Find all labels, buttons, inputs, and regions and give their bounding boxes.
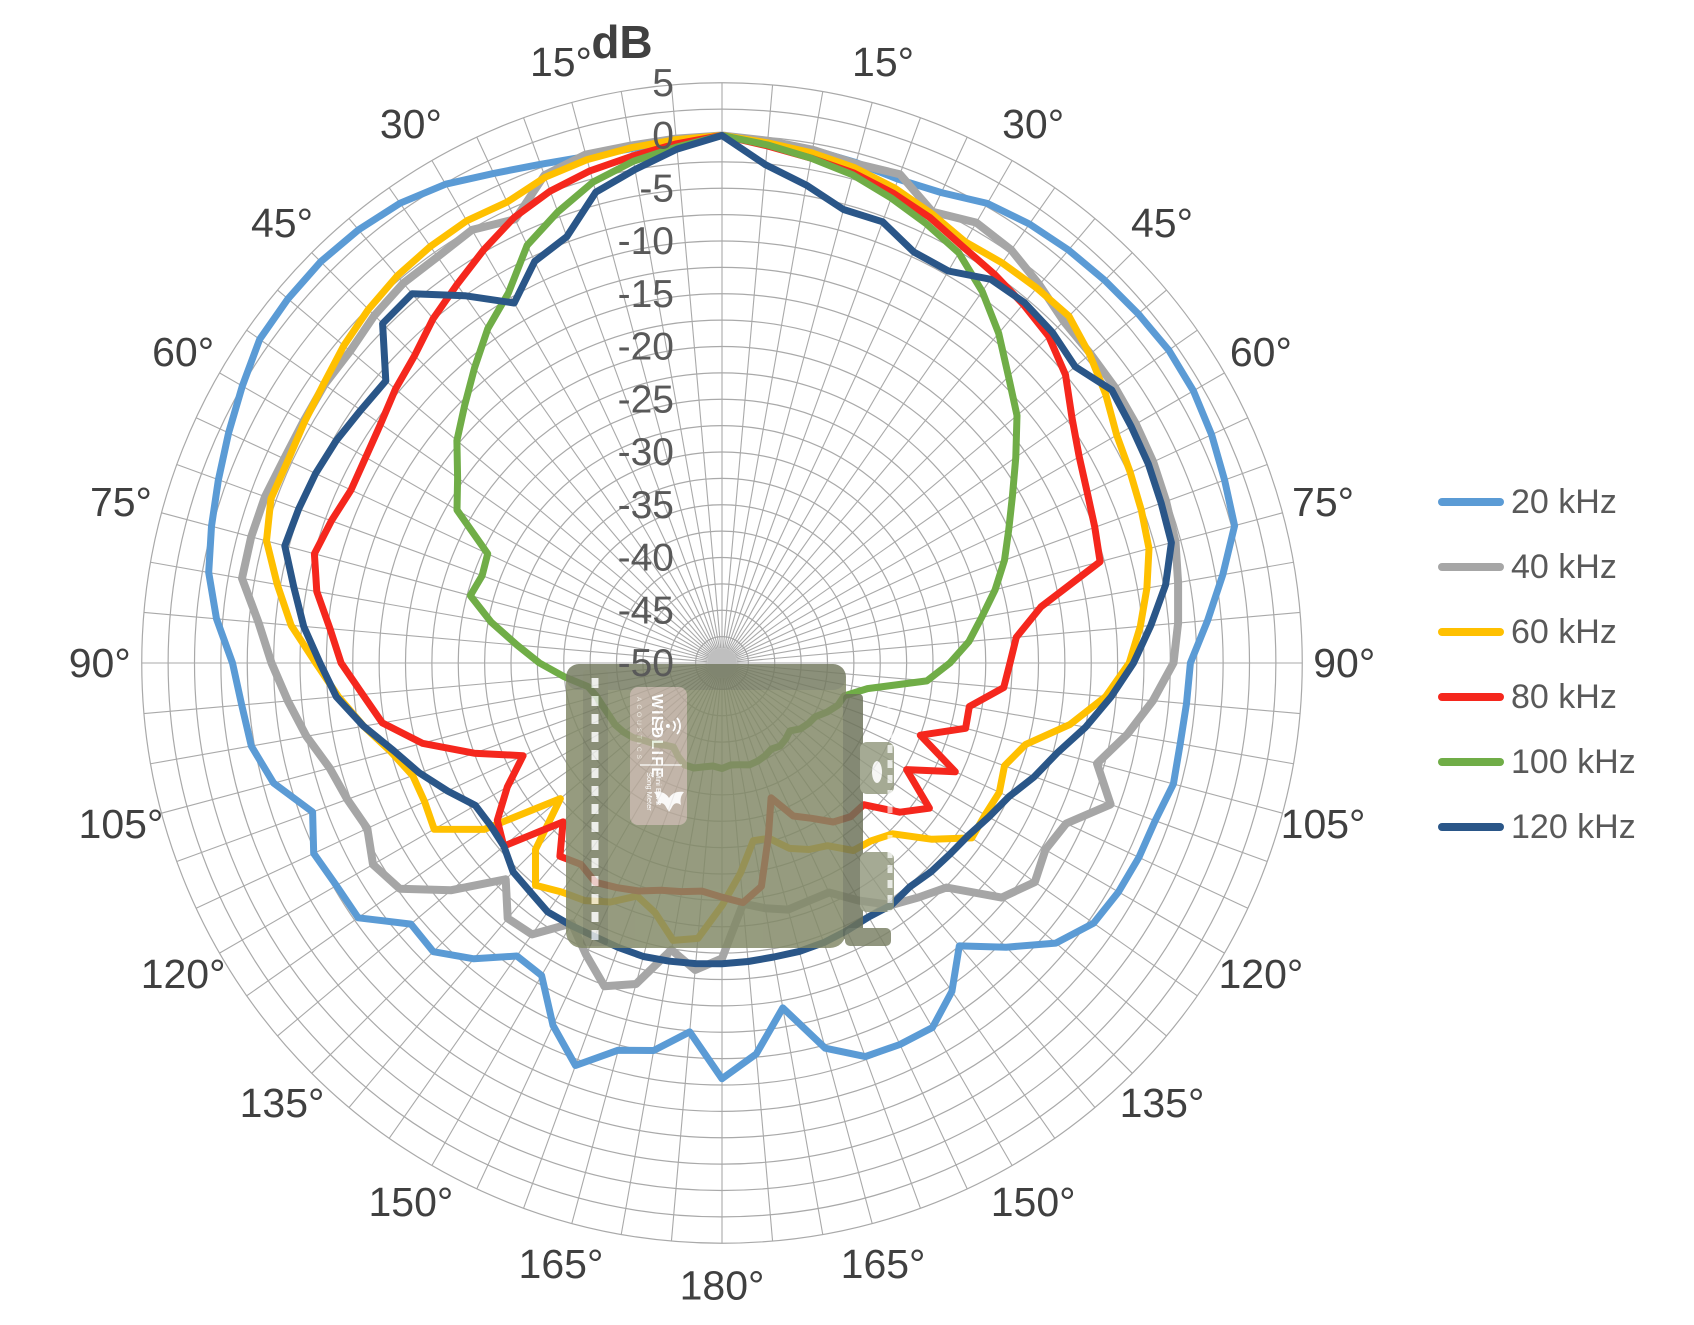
angle-tick-label-left: 90° bbox=[69, 640, 131, 686]
grid-spoke bbox=[732, 252, 1133, 653]
radial-tick-label: -40 bbox=[618, 537, 674, 580]
legend-item-120-khz: 120 kHz bbox=[1438, 807, 1636, 846]
legend-swatch bbox=[1438, 758, 1504, 766]
legend-item-40-khz: 40 kHz bbox=[1438, 547, 1636, 586]
angle-tick-label-left: 75° bbox=[90, 479, 152, 525]
angle-tick-label-right: 60° bbox=[1230, 329, 1292, 375]
radial-axis-title: dB bbox=[591, 16, 652, 68]
angle-tick-label-right: 120° bbox=[1218, 951, 1303, 997]
grid-spoke bbox=[311, 252, 712, 653]
legend-swatch bbox=[1438, 693, 1504, 701]
right-bracket-hole bbox=[872, 761, 882, 783]
grid-spoke bbox=[523, 117, 718, 650]
legend-label: 60 kHz bbox=[1511, 612, 1617, 651]
grid-spoke bbox=[730, 187, 1056, 652]
legend-item-20-khz: 20 kHz bbox=[1438, 482, 1636, 521]
angle-tick-label-right: 45° bbox=[1131, 200, 1193, 246]
legend-label: 20 kHz bbox=[1511, 482, 1617, 521]
angle-tick-label-right: 135° bbox=[1120, 1080, 1205, 1126]
chart-legend: 20 kHz 40 kHz 60 kHz 80 kHz 100 kHz 120 kHz bbox=[1438, 482, 1636, 846]
angle-tick-label-left: 150° bbox=[368, 1179, 453, 1225]
brand-text: WILDLIFE bbox=[648, 694, 665, 779]
angle-tick-label-right: 75° bbox=[1292, 479, 1354, 525]
device-lid-edge bbox=[566, 664, 846, 690]
angle-tick-label-right: 105° bbox=[1281, 801, 1366, 847]
legend-item-100-khz: 100 kHz bbox=[1438, 742, 1636, 781]
legend-item-60-khz: 60 kHz bbox=[1438, 612, 1636, 651]
series-120-khz-line bbox=[281, 132, 1175, 968]
grid-spoke bbox=[733, 289, 1167, 654]
radial-tick-label: 0 bbox=[652, 115, 674, 158]
grid-spoke bbox=[734, 372, 1225, 656]
radial-tick-label: -5 bbox=[639, 167, 674, 210]
legend-swatch bbox=[1438, 823, 1504, 831]
angle-tick-label-left: 120° bbox=[141, 951, 226, 997]
angle-tick-label-right: 165° bbox=[841, 1241, 926, 1287]
radial-tick-label: -10 bbox=[618, 220, 674, 263]
radial-tick-label: -20 bbox=[618, 326, 674, 369]
series-curves bbox=[205, 131, 1239, 1083]
grid-spoke bbox=[722, 84, 774, 649]
angle-tick-label-left: 45° bbox=[251, 200, 313, 246]
product-text-2: Mini Bat 2 bbox=[654, 772, 663, 805]
grid-spoke bbox=[143, 611, 708, 663]
bat-icon bbox=[654, 791, 684, 812]
grid-spoke bbox=[735, 417, 1249, 658]
grid-spoke bbox=[620, 91, 720, 649]
angle-tick-label-left: 105° bbox=[79, 801, 164, 847]
legend-swatch bbox=[1438, 628, 1504, 636]
angle-tick-label-left: 30° bbox=[380, 101, 442, 147]
grid-spoke bbox=[431, 160, 715, 651]
legend-label: 40 kHz bbox=[1511, 547, 1617, 586]
axis-labels: 5 0 -5 -10 -15 -20 -25 -30 -35 -40 -45 -50 15° 15° 30°… bbox=[69, 39, 1376, 1308]
legend-swatch bbox=[1438, 498, 1504, 506]
angle-tick-label-right: 150° bbox=[991, 1179, 1076, 1225]
radial-tick-label: -50 bbox=[618, 642, 674, 685]
angle-tick-label-left: 165° bbox=[519, 1241, 604, 1287]
angle-tick-label-right: 15° bbox=[852, 39, 914, 85]
legend-label: 120 kHz bbox=[1511, 807, 1636, 846]
legend-item-80-khz: 80 kHz bbox=[1438, 677, 1636, 716]
device-right-bracket bbox=[843, 694, 863, 940]
radial-tick-label: -25 bbox=[618, 378, 674, 421]
angle-tick-label-right: 30° bbox=[1002, 101, 1064, 147]
grid-spoke bbox=[725, 102, 873, 649]
radial-tick-label: -30 bbox=[618, 431, 674, 474]
grid-spoke bbox=[736, 561, 1294, 661]
grid-spoke bbox=[726, 117, 921, 650]
grid-spoke bbox=[724, 91, 824, 649]
grid-spoke bbox=[733, 329, 1198, 655]
radial-tick-label: -45 bbox=[618, 589, 674, 632]
angle-tick-label-right: 180° bbox=[680, 1262, 765, 1308]
brand-sub-text: ACOUSTICS bbox=[635, 697, 642, 762]
device-overlay: WILDLIFE ACOUSTICS Song Meter Mini Bat 2 bbox=[566, 664, 894, 948]
angle-tick-label-right: 90° bbox=[1313, 640, 1375, 686]
right-hinge-lower bbox=[860, 852, 894, 912]
radial-tick-label: 5 bbox=[652, 62, 674, 105]
grid-spoke bbox=[388, 187, 714, 652]
legend-label: 80 kHz bbox=[1511, 677, 1617, 716]
radial-tick-label: -35 bbox=[618, 484, 674, 527]
legend-label: 100 kHz bbox=[1511, 742, 1636, 781]
right-foot bbox=[845, 928, 891, 946]
angle-tick-label-left: 135° bbox=[240, 1080, 325, 1126]
grid-spoke bbox=[348, 218, 713, 652]
grid-spoke bbox=[670, 84, 722, 649]
legend-swatch bbox=[1438, 563, 1504, 571]
grid-spoke bbox=[476, 136, 717, 650]
grid-spoke bbox=[736, 512, 1283, 660]
angle-tick-label-left: 15° bbox=[530, 39, 592, 85]
radial-tick-label: -15 bbox=[618, 273, 674, 316]
acoustic-waves-icon bbox=[655, 717, 681, 735]
product-text-1: Song Meter bbox=[645, 772, 654, 811]
angle-tick-label-left: 60° bbox=[152, 329, 214, 375]
